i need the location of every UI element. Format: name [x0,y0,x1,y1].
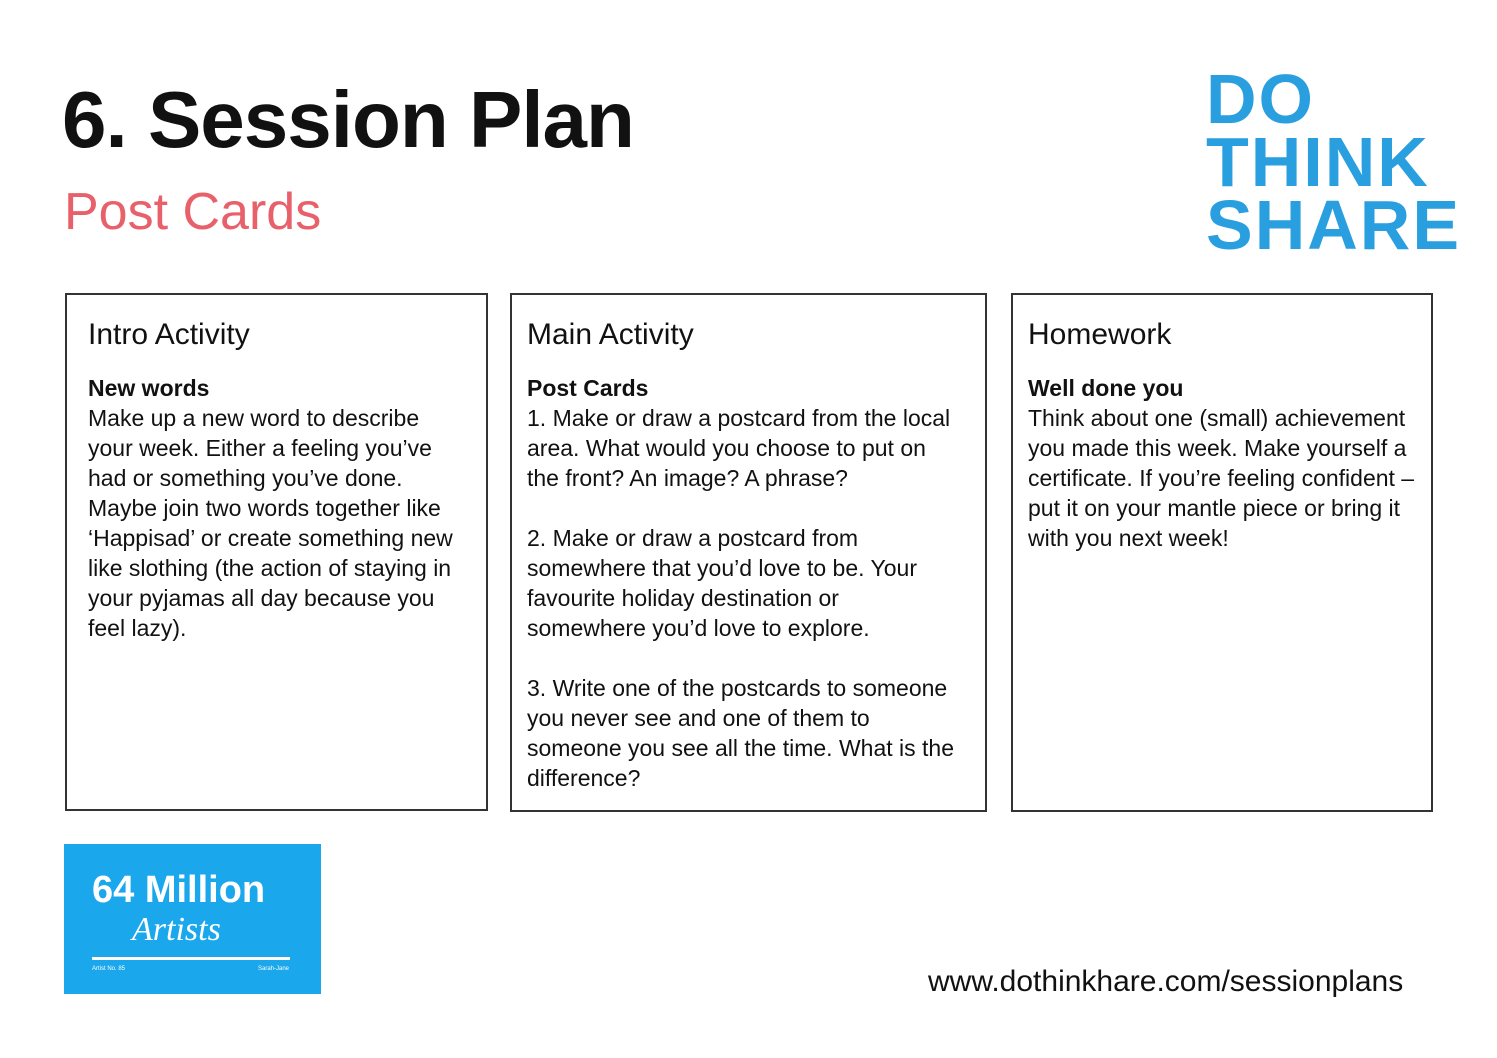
title: 6. Session Plan [62,75,635,164]
badge-title: 64 Million [92,869,266,911]
subtitle: Post Cards [64,183,322,241]
paragraph: 2. Make or draw a postcard from somewher… [527,525,917,641]
box-heading: Homework [1028,318,1172,351]
paragraph: 1. Make or draw a postcard from the loca… [527,405,951,491]
badge: 64 Million Artists Artist No. 85 Sarah-J… [64,844,321,994]
box-subheading: New words [88,375,210,401]
badge-rule [92,957,290,960]
logo-line: DO [1206,60,1315,138]
main-box: Main Activity Post Cards 1. Make or draw… [510,293,987,812]
badge-note: Artist No. 85 [92,966,126,972]
box-heading: Main Activity [527,318,694,351]
badge-script: Artists [132,911,221,948]
intro-box: Intro Activity New words Make up a new w… [65,293,488,811]
box-subheading: Well done you [1028,375,1184,401]
logo: DO THINK SHARE [1206,60,1462,264]
badge-note: Sarah-Jane [258,966,290,972]
paragraph: Think about one (small) achievement you … [1028,405,1415,551]
paragraph: 3. Write one of the postcards to someone… [527,675,954,791]
box-subheading: Post Cards [527,375,649,401]
logo-line: THINK [1206,123,1430,201]
logo-line: SHARE [1206,186,1462,264]
footer-url: www.dothinkhare.com/sessionplans [928,965,1404,998]
homework-box: Homework Well done you Think about one (… [1011,293,1433,812]
box-heading: Intro Activity [88,318,250,351]
paragraph: Make up a new word to describe your week… [88,405,453,641]
